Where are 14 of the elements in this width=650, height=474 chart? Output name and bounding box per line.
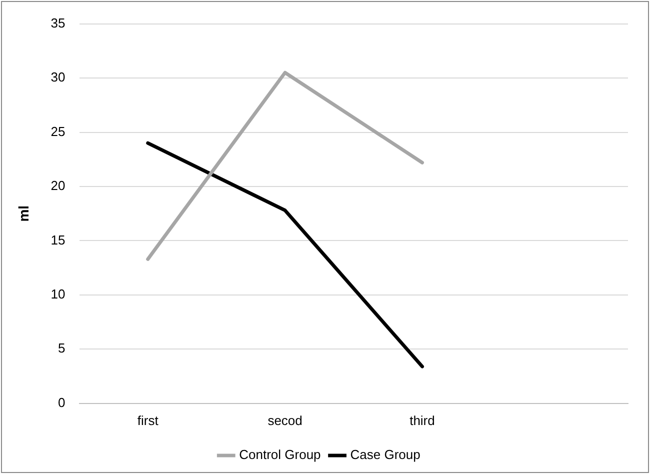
y-tick-label: 35 — [50, 15, 66, 30]
y-tick-label: 25 — [50, 124, 66, 139]
legend-label: Control Group — [239, 447, 321, 462]
y-tick-label: 5 — [58, 340, 66, 356]
y-tick-label: 30 — [50, 70, 66, 85]
y-tick-label: 10 — [50, 286, 66, 302]
x-tick-label: secod — [268, 412, 302, 428]
y-tick-label: 15 — [50, 232, 66, 248]
x-tick-label: third — [410, 412, 435, 428]
legend-label: Case Group — [350, 447, 420, 462]
x-tick-label: first — [137, 412, 159, 428]
y-axis-title: ml — [15, 205, 32, 222]
y-tick-label: 20 — [50, 178, 66, 194]
y-tick-label: 0 — [58, 394, 66, 410]
